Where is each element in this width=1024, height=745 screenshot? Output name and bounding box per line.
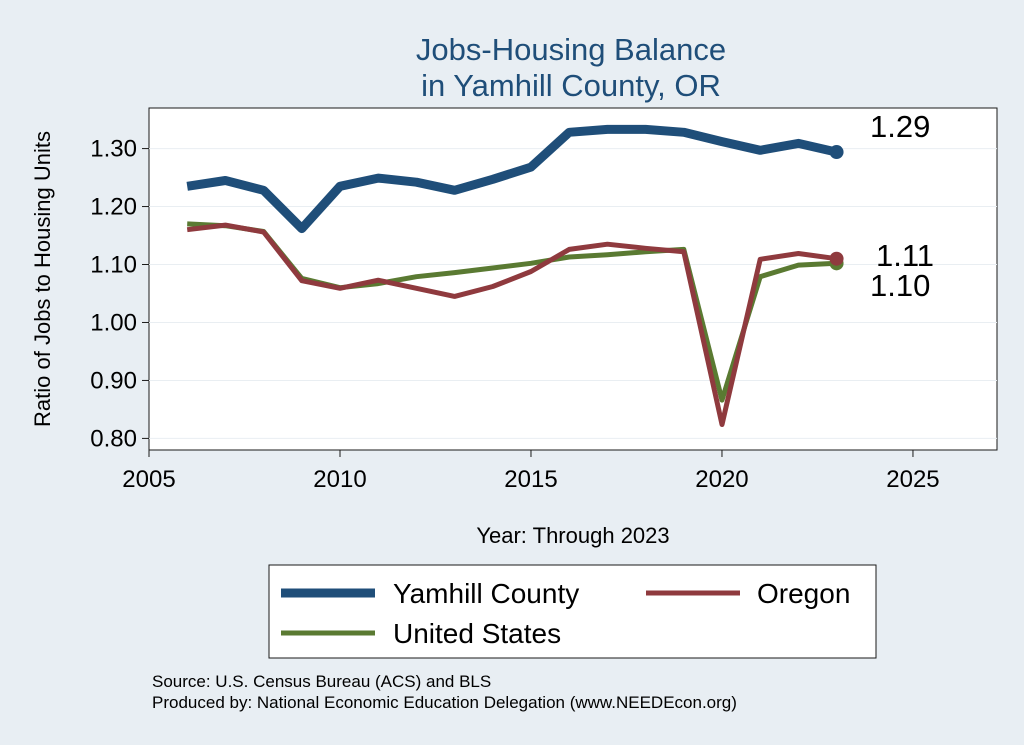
x-axis-label: Year: Through 2023	[476, 523, 669, 548]
end-marker-yamhill	[829, 145, 844, 160]
x-tick-label: 2025	[886, 466, 939, 493]
legend-label-oregon: Oregon	[757, 578, 850, 609]
source-note: Source: U.S. Census Bureau (ACS) and BLS	[152, 672, 491, 691]
x-axis-ticks: 2005 2010 2015 2020 2025	[122, 450, 940, 493]
legend-label-yamhill: Yamhill County	[393, 578, 579, 609]
legend-label-united-states: United States	[393, 618, 561, 649]
y-axis-label: Ratio of Jobs to Housing Units	[30, 131, 55, 427]
plot-area	[148, 107, 998, 451]
grid-lines	[149, 148, 997, 439]
chart-title-line-2: in Yamhill County, OR	[421, 68, 721, 103]
x-tick-label: 2005	[122, 466, 175, 493]
producer-note: Produced by: National Economic Education…	[152, 693, 737, 712]
series-lines	[186, 124, 838, 427]
end-markers	[829, 145, 844, 271]
end-marker-oregon	[829, 251, 844, 266]
y-tick-label: 1.00	[90, 309, 137, 336]
y-tick-label: 1.30	[90, 136, 137, 163]
end-label-united-states: 1.10	[870, 268, 930, 303]
chart-title-line-1: Jobs-Housing Balance	[416, 32, 726, 67]
y-axis-ticks: 0.80 0.90 1.00 1.10 1.20 1.30	[90, 136, 149, 452]
x-tick-label: 2010	[313, 466, 366, 493]
series-line-oregon	[186, 222, 837, 427]
x-tick-label: 2015	[504, 466, 557, 493]
end-label-oregon: 1.11	[876, 238, 934, 273]
legend-box	[268, 564, 877, 659]
y-tick-label: 0.80	[90, 425, 137, 452]
y-tick-label: 1.20	[90, 194, 137, 221]
series-line-yamhill	[186, 124, 838, 234]
end-label-yamhill: 1.29	[870, 109, 930, 144]
y-tick-label: 0.90	[90, 367, 137, 394]
y-tick-label: 1.10	[90, 252, 137, 279]
x-tick-label: 2020	[695, 466, 748, 493]
